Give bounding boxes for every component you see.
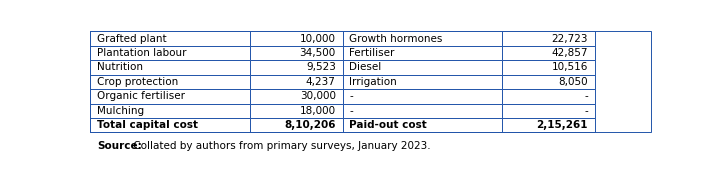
Text: 18,000: 18,000 — [299, 106, 335, 116]
Text: -: - — [349, 91, 353, 101]
Bar — [250, 75, 343, 89]
Text: Grafted plant: Grafted plant — [97, 33, 167, 44]
Text: -: - — [349, 106, 353, 116]
Bar — [343, 31, 502, 46]
Text: Plantation labour: Plantation labour — [97, 48, 187, 58]
Bar — [502, 89, 595, 103]
Text: Source:: Source: — [97, 141, 142, 151]
Bar — [90, 118, 250, 132]
Text: Crop protection: Crop protection — [97, 77, 179, 87]
Bar — [250, 89, 343, 103]
Text: Nutrition: Nutrition — [97, 62, 143, 72]
Text: Mulching: Mulching — [97, 106, 144, 116]
Bar — [90, 89, 250, 103]
Bar — [343, 46, 502, 60]
Bar — [250, 31, 343, 46]
Bar — [250, 46, 343, 60]
Text: 2,15,261: 2,15,261 — [536, 120, 588, 130]
Bar — [90, 75, 250, 89]
Bar — [250, 118, 343, 132]
Bar — [502, 75, 595, 89]
Bar — [502, 46, 595, 60]
Bar — [90, 103, 250, 118]
Bar — [90, 31, 651, 132]
Bar — [502, 103, 595, 118]
Text: 34,500: 34,500 — [299, 48, 335, 58]
Bar — [343, 89, 502, 103]
Text: -: - — [584, 91, 588, 101]
Text: 30,000: 30,000 — [300, 91, 335, 101]
Text: Collated by authors from primary surveys, January 2023.: Collated by authors from primary surveys… — [129, 141, 430, 151]
Bar — [90, 60, 250, 75]
Bar — [250, 60, 343, 75]
Text: 8,10,206: 8,10,206 — [284, 120, 335, 130]
Text: 42,857: 42,857 — [552, 48, 588, 58]
Text: 10,000: 10,000 — [300, 33, 335, 44]
Text: Irrigation: Irrigation — [349, 77, 397, 87]
Text: 22,723: 22,723 — [552, 33, 588, 44]
Text: Total capital cost: Total capital cost — [97, 120, 198, 130]
Bar — [90, 46, 250, 60]
Text: -: - — [584, 106, 588, 116]
Bar — [343, 60, 502, 75]
Bar — [502, 118, 595, 132]
Bar — [90, 31, 250, 46]
Text: Paid-out cost: Paid-out cost — [349, 120, 427, 130]
Bar — [343, 103, 502, 118]
Bar — [343, 118, 502, 132]
Text: Diesel: Diesel — [349, 62, 382, 72]
Text: Organic fertiliser: Organic fertiliser — [97, 91, 185, 101]
Text: 9,523: 9,523 — [306, 62, 335, 72]
Bar — [502, 31, 595, 46]
Text: 10,516: 10,516 — [552, 62, 588, 72]
Bar — [502, 60, 595, 75]
Text: Growth hormones: Growth hormones — [349, 33, 442, 44]
Text: 8,050: 8,050 — [558, 77, 588, 87]
Bar — [250, 103, 343, 118]
Bar — [343, 75, 502, 89]
Text: Fertiliser: Fertiliser — [349, 48, 395, 58]
Text: 4,237: 4,237 — [306, 77, 335, 87]
